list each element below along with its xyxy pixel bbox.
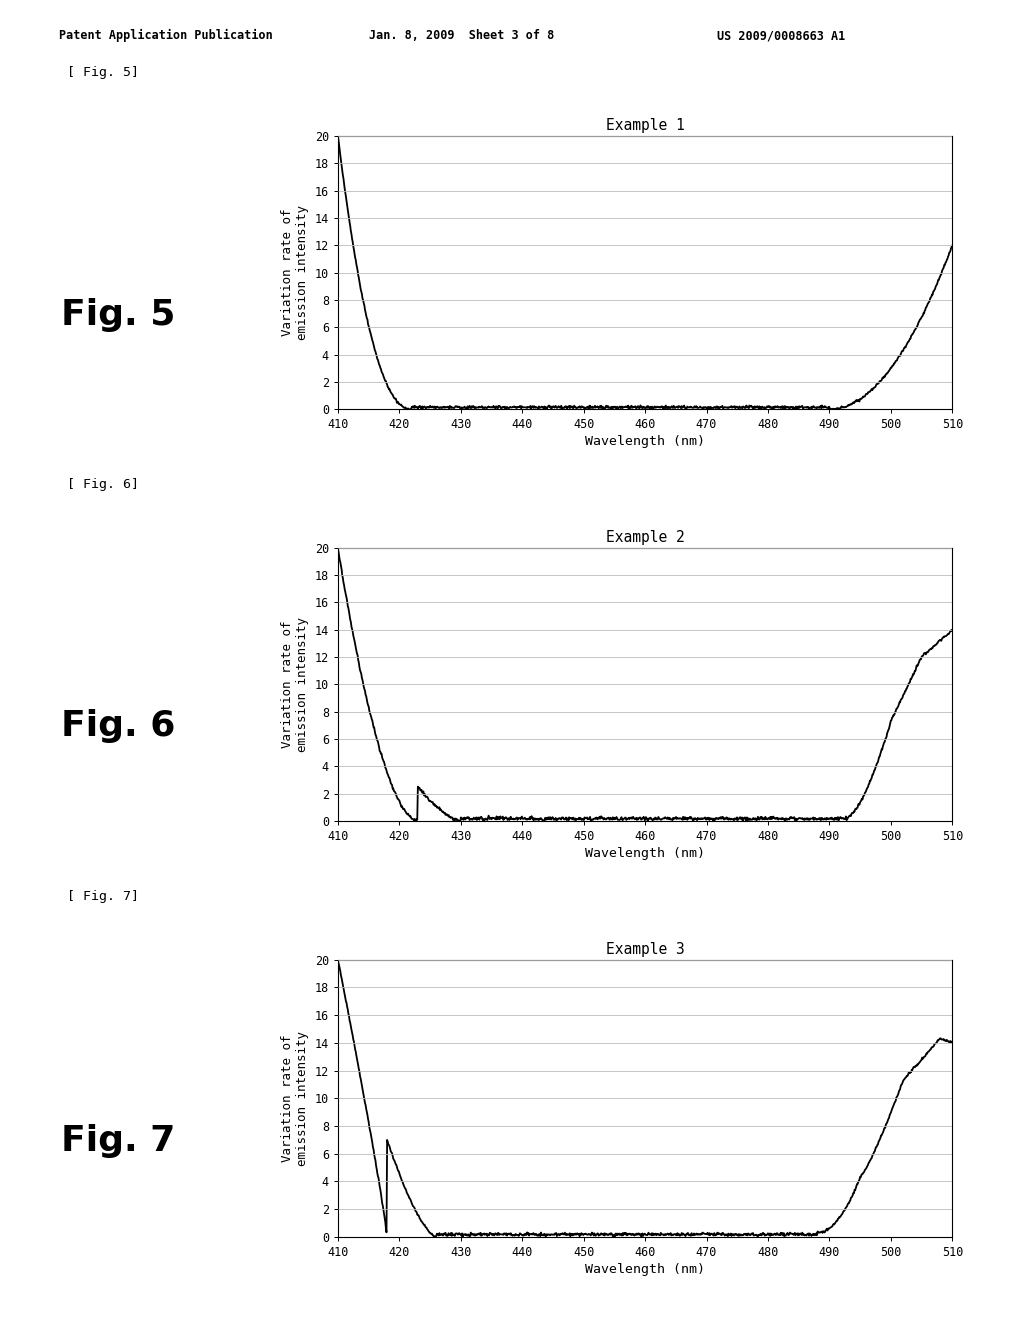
- Title: Example 2: Example 2: [606, 531, 684, 545]
- Y-axis label: Variation rate of
emission intensity: Variation rate of emission intensity: [281, 616, 309, 752]
- Title: Example 3: Example 3: [606, 942, 684, 957]
- Y-axis label: Variation rate of
emission intensity: Variation rate of emission intensity: [281, 1031, 309, 1166]
- Text: [ Fig. 7]: [ Fig. 7]: [67, 890, 138, 903]
- X-axis label: Wavelength (nm): Wavelength (nm): [585, 847, 706, 861]
- Title: Example 1: Example 1: [606, 119, 684, 133]
- Y-axis label: Variation rate of
emission intensity: Variation rate of emission intensity: [281, 205, 309, 341]
- Text: [ Fig. 6]: [ Fig. 6]: [67, 478, 138, 491]
- Text: Patent Application Publication: Patent Application Publication: [59, 29, 273, 42]
- Text: Fig. 7: Fig. 7: [61, 1123, 176, 1158]
- X-axis label: Wavelength (nm): Wavelength (nm): [585, 436, 706, 449]
- Text: Jan. 8, 2009  Sheet 3 of 8: Jan. 8, 2009 Sheet 3 of 8: [369, 29, 554, 42]
- Text: Fig. 6: Fig. 6: [61, 709, 176, 743]
- Text: [ Fig. 5]: [ Fig. 5]: [67, 66, 138, 79]
- Text: Fig. 5: Fig. 5: [61, 297, 176, 331]
- X-axis label: Wavelength (nm): Wavelength (nm): [585, 1263, 706, 1276]
- Text: US 2009/0008663 A1: US 2009/0008663 A1: [717, 29, 845, 42]
